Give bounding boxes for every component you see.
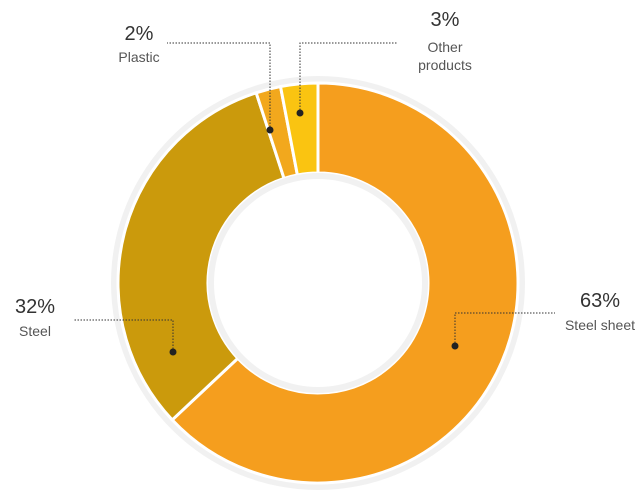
leader-dot-other-products — [296, 109, 304, 117]
category-label-line: Plastic — [118, 49, 159, 65]
value-label-other-products: 3% — [431, 9, 460, 31]
leader-dot-steel-sheet — [451, 342, 459, 350]
category-label-steel-sheet: Steel sheet — [565, 317, 635, 333]
category-label-line: Steel — [19, 323, 51, 339]
category-label-line: Other — [427, 39, 462, 55]
leader-line-plastic — [167, 42, 271, 130]
slice-annotations: 63% Steel sheet 32% Steel 2% Plastic 3% Other pr… — [15, 9, 635, 356]
donut-slices — [116, 81, 520, 485]
leader-dot-steel — [169, 348, 177, 356]
value-label-steel-sheet: 63% — [580, 290, 620, 312]
category-label-line: products — [418, 57, 472, 73]
category-label-plastic: Plastic — [118, 49, 159, 65]
category-label-line: Steel sheet — [565, 317, 635, 333]
value-label-steel: 32% — [15, 296, 55, 318]
leader-line-other-products — [299, 42, 398, 113]
category-label-steel: Steel — [19, 323, 51, 339]
leader-dot-plastic — [266, 126, 274, 134]
value-label-plastic: 2% — [125, 23, 154, 45]
donut-hole — [214, 179, 422, 387]
leader-line-steel-sheet — [454, 312, 555, 346]
category-label-other-products: Other products — [418, 39, 472, 73]
